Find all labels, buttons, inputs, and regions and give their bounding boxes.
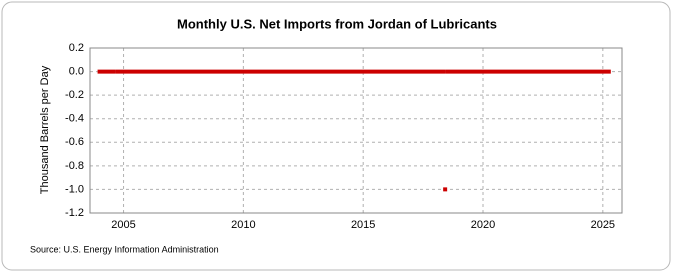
y-tick-label: -1.0 xyxy=(65,183,84,195)
source: Source: U.S. Energy Information Administ… xyxy=(30,244,219,254)
y-tick-label: -0.6 xyxy=(65,136,84,148)
data-line xyxy=(97,69,611,192)
y-tick-label: -0.4 xyxy=(65,113,84,125)
chart-title: Monthly U.S. Net Imports from Jordan of … xyxy=(177,16,497,31)
y-tick-label: -0.2 xyxy=(65,89,84,101)
x-tick-label: 2005 xyxy=(111,219,135,231)
plot-area xyxy=(89,47,623,214)
y-tick-label: 0.0 xyxy=(69,65,84,77)
x-tick-label: 2010 xyxy=(231,219,255,231)
x-tick-label: 2015 xyxy=(351,219,375,231)
x-tick-label: 2020 xyxy=(471,219,495,231)
y-tick-label: -0.8 xyxy=(65,160,84,172)
y-tick-label: -1.2 xyxy=(65,207,84,219)
y-axis-label: Thousand Barrels per Day xyxy=(39,65,51,194)
y-tick-label: 0.2 xyxy=(69,42,84,54)
frame xyxy=(1,1,671,271)
x-tick-label: 2025 xyxy=(591,219,615,231)
